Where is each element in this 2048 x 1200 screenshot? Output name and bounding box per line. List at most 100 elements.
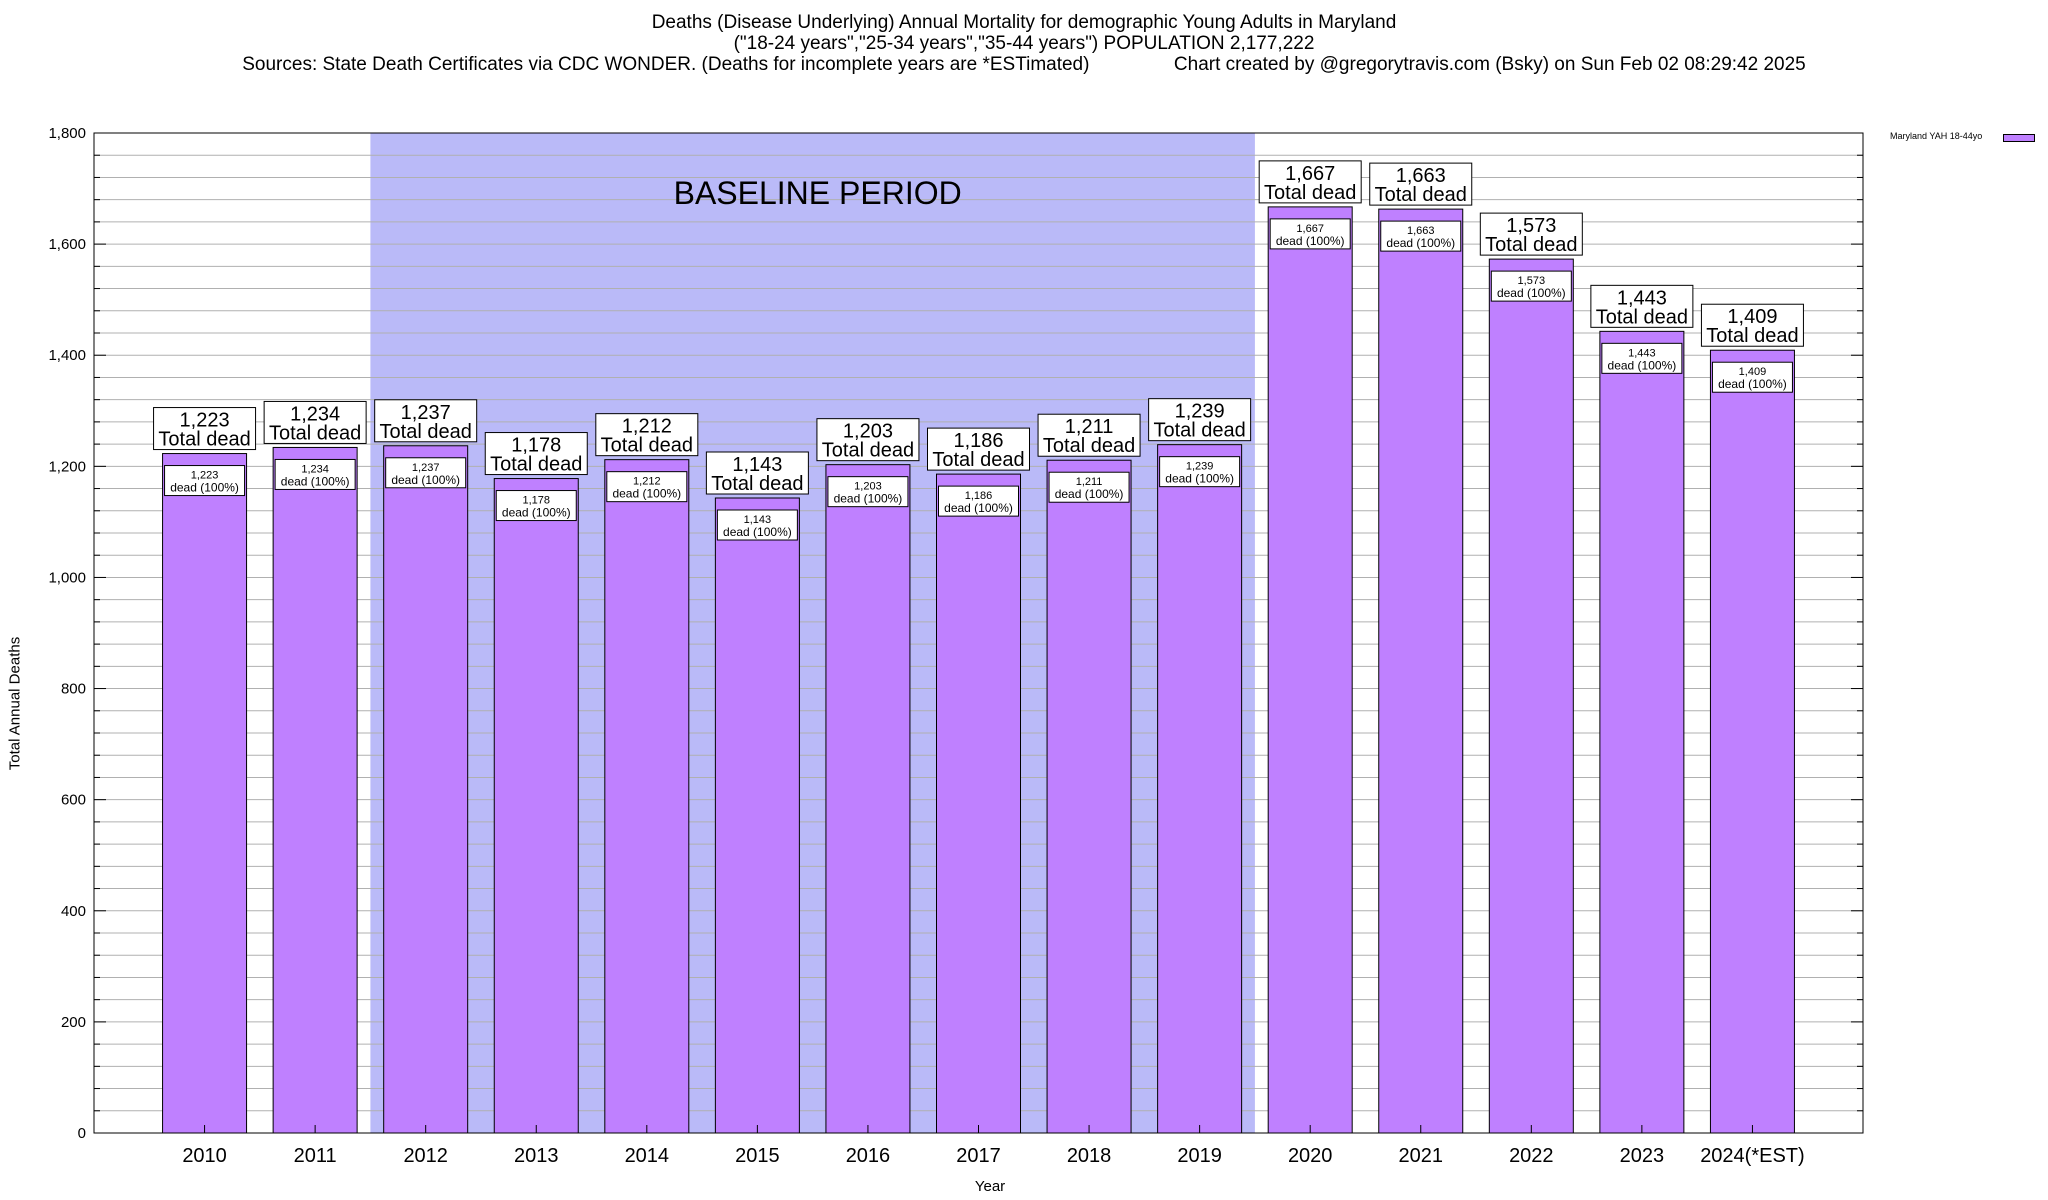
inner-value-label: 1,409	[1739, 366, 1767, 378]
total-value-label: 1,663	[1396, 165, 1446, 187]
total-label-box	[1479, 212, 1583, 256]
total-label-box	[1369, 162, 1473, 206]
total-dead-label: Total dead	[380, 421, 472, 443]
total-value-label: 1,143	[732, 454, 782, 476]
inner-percent-label: dead (100%)	[723, 525, 792, 539]
inner-value-label: 1,237	[412, 462, 440, 474]
total-dead-label: Total dead	[1596, 306, 1688, 328]
inner-value-label: 1,667	[1296, 223, 1324, 235]
inner-label-box	[1380, 220, 1462, 252]
total-value-label: 1,186	[953, 430, 1003, 452]
bar	[162, 453, 248, 1134]
y-tick-label: 200	[61, 1014, 86, 1031]
total-label-box	[263, 400, 367, 444]
total-value-label: 1,234	[290, 403, 340, 425]
total-dead-label: Total dead	[1375, 184, 1467, 206]
inner-value-label: 1,203	[854, 481, 882, 493]
legend-swatch	[2003, 134, 2035, 142]
total-label-box	[1700, 303, 1804, 347]
x-tick-label: 2012	[403, 1145, 448, 1167]
y-tick-label: 400	[61, 903, 86, 920]
inner-value-label: 1,443	[1628, 347, 1656, 359]
inner-label-box	[938, 485, 1019, 517]
bar	[272, 446, 358, 1134]
bar	[1709, 349, 1795, 1134]
inner-value-label: 1,143	[744, 514, 772, 526]
total-value-label: 1,212	[622, 416, 672, 438]
y-tick-label: 0	[78, 1125, 86, 1142]
inner-percent-label: dead (100%)	[944, 501, 1013, 515]
total-label-box	[1148, 398, 1252, 442]
total-dead-label: Total dead	[1043, 435, 1135, 457]
bar	[936, 473, 1021, 1134]
y-tick-label: 1,000	[48, 569, 86, 586]
inner-label-box	[1601, 342, 1683, 374]
bar	[383, 445, 469, 1134]
chart-subtitle: ("18-24 years","25-34 years","35-44 year…	[733, 33, 1315, 54]
total-label-box	[927, 427, 1030, 471]
x-tick-label: 2023	[1620, 1145, 1665, 1167]
baseline-period-label: BASELINE PERIOD	[674, 175, 962, 211]
inner-label-box	[1711, 361, 1793, 393]
total-value-label: 1,178	[511, 435, 561, 457]
total-label-box	[1258, 160, 1362, 204]
y-tick-label: 1,600	[48, 236, 86, 253]
inner-value-label: 1,663	[1407, 225, 1435, 237]
inner-label-box	[1048, 471, 1130, 503]
inner-label-box	[716, 509, 798, 541]
total-dead-label: Total dead	[822, 440, 914, 462]
x-tick-label: 2011	[294, 1145, 337, 1167]
legend-label: Maryland YAH 18-44yo	[1890, 131, 1983, 141]
total-label-box	[1037, 413, 1141, 457]
inner-value-label: 1,178	[522, 495, 550, 507]
inner-label-box	[1159, 456, 1241, 488]
total-value-label: 1,239	[1175, 401, 1225, 423]
inner-label-box	[385, 457, 467, 489]
inner-percent-label: dead (100%)	[391, 473, 460, 487]
total-label-box	[374, 399, 478, 443]
inner-label-box	[164, 465, 246, 497]
x-tick-label: 2010	[182, 1145, 227, 1167]
total-value-label: 1,667	[1285, 163, 1335, 185]
bar	[604, 459, 690, 1134]
x-tick-label: 2022	[1509, 1145, 1554, 1167]
total-label-box	[595, 413, 699, 457]
y-tick-label: 600	[61, 792, 86, 809]
y-tick-label: 800	[61, 681, 86, 698]
inner-percent-label: dead (100%)	[1055, 487, 1124, 501]
total-value-label: 1,211	[1065, 416, 1114, 438]
inner-label-box	[827, 476, 909, 508]
bar	[493, 478, 579, 1134]
inner-value-label: 1,212	[633, 476, 661, 488]
total-label-box	[816, 418, 920, 462]
total-value-label: 1,203	[843, 421, 893, 443]
total-dead-label: Total dead	[1706, 325, 1798, 347]
x-tick-label: 2013	[514, 1145, 559, 1167]
x-axis-label: Year	[974, 1178, 1006, 1195]
inner-value-label: 1,211	[1076, 476, 1103, 488]
total-value-label: 1,237	[401, 402, 451, 424]
chart-title: Deaths (Disease Underlying) Annual Morta…	[651, 12, 1397, 33]
inner-percent-label: dead (100%)	[170, 481, 239, 495]
chart-source-line: Sources: State Death Certificates via CD…	[242, 54, 1806, 75]
total-label-box	[705, 451, 809, 495]
bar	[825, 464, 911, 1134]
inner-label-box	[1269, 218, 1351, 250]
total-value-label: 1,573	[1506, 215, 1556, 237]
bar	[1046, 459, 1132, 1134]
y-tick-label: 1,200	[48, 458, 86, 475]
inner-percent-label: dead (100%)	[1165, 472, 1234, 486]
x-tick-label: 2018	[1067, 1145, 1112, 1167]
inner-label-box	[495, 490, 577, 522]
total-dead-label: Total dead	[158, 429, 250, 451]
x-tick-label: 2021	[1399, 1145, 1444, 1167]
inner-value-label: 1,223	[191, 470, 219, 482]
inner-percent-label: dead (100%)	[1718, 377, 1787, 391]
inner-value-label: 1,573	[1518, 275, 1546, 287]
inner-percent-label: dead (100%)	[1608, 358, 1677, 372]
inner-percent-label: dead (100%)	[1386, 236, 1455, 250]
total-dead-label: Total dead	[1485, 234, 1577, 256]
inner-label-box	[606, 471, 688, 503]
bar	[1267, 206, 1353, 1134]
